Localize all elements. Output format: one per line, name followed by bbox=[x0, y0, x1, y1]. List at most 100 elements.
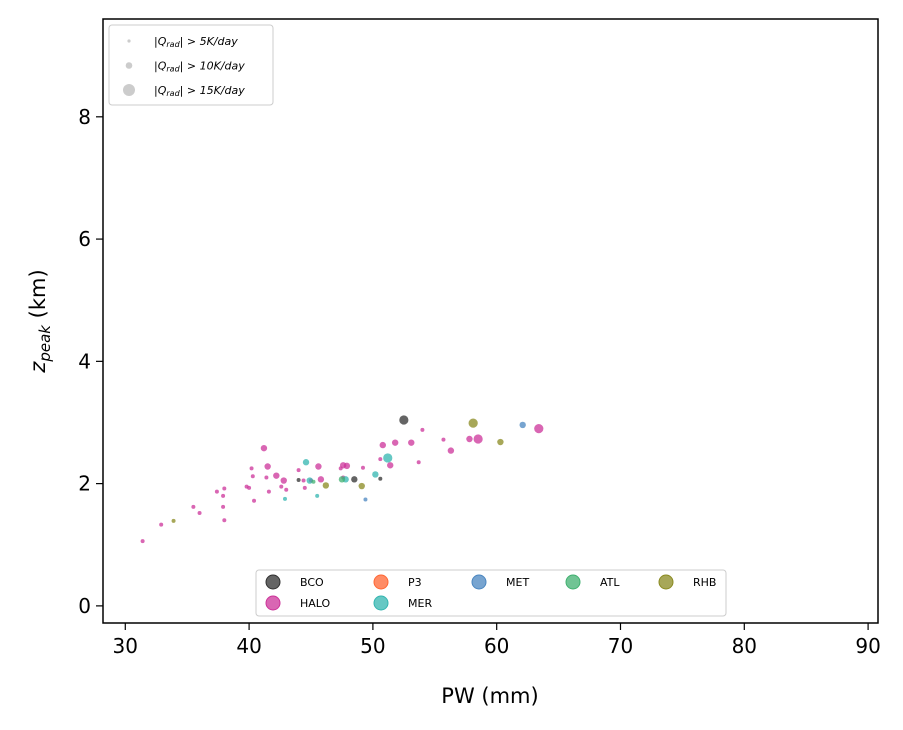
y-axis-ticks: 0 2 4 6 8 bbox=[78, 105, 103, 618]
data-point-halo bbox=[387, 462, 394, 469]
x-tick-label: 70 bbox=[608, 634, 633, 658]
data-point-met bbox=[363, 497, 368, 502]
data-point-halo bbox=[266, 489, 271, 494]
data-point-mer bbox=[302, 459, 310, 466]
data-point-halo bbox=[280, 477, 287, 484]
legend-label-atl: ATL bbox=[600, 576, 620, 589]
data-point-halo bbox=[317, 476, 325, 483]
legend-marker-rhb bbox=[658, 574, 674, 590]
data-point-rhb bbox=[497, 438, 504, 446]
data-point-bco bbox=[378, 476, 383, 481]
x-tick-label: 30 bbox=[113, 634, 138, 658]
size-legend-label: |Qrad| > 15K/day bbox=[154, 84, 245, 98]
data-point-halo bbox=[473, 434, 483, 444]
size-legend-label: |Qrad| > 5K/day bbox=[154, 35, 238, 49]
y-axis-label-main: z bbox=[26, 361, 50, 374]
data-point-halo bbox=[221, 504, 226, 509]
legend-label-halo: HALO bbox=[300, 597, 331, 610]
size-legend-marker bbox=[127, 39, 131, 43]
legend-label-met: MET bbox=[506, 576, 529, 589]
data-point-bco bbox=[351, 476, 358, 483]
legend-label-bco: BCO bbox=[300, 576, 324, 589]
data-point-halo bbox=[197, 510, 202, 515]
y-axis-label-sub: peak bbox=[36, 324, 54, 363]
data-point-mer bbox=[282, 496, 287, 501]
x-tick-label: 40 bbox=[236, 634, 261, 658]
x-tick-label: 50 bbox=[360, 634, 385, 658]
x-tick-label: 80 bbox=[732, 634, 757, 658]
data-point-halo bbox=[296, 468, 301, 473]
data-point-halo bbox=[360, 465, 365, 470]
data-point-halo bbox=[378, 457, 383, 462]
x-axis-label: PW (mm) bbox=[441, 684, 538, 708]
x-tick-label: 90 bbox=[855, 634, 880, 658]
data-point-halo bbox=[343, 462, 351, 470]
legend-label-mer: MER bbox=[408, 597, 432, 610]
data-point-halo bbox=[273, 472, 280, 479]
size-legend-marker bbox=[123, 84, 135, 96]
data-point-mer bbox=[306, 477, 313, 484]
legend-marker-halo bbox=[265, 595, 281, 611]
y-tick-label: 2 bbox=[78, 472, 91, 496]
platform-legend: BCO HALO P3 MER MET ATL RHB bbox=[255, 569, 727, 617]
data-point-halo bbox=[249, 466, 254, 471]
y-tick-label: 4 bbox=[78, 349, 91, 373]
data-point-halo bbox=[252, 498, 257, 503]
data-point-halo bbox=[279, 484, 284, 489]
data-point-halo bbox=[247, 485, 252, 490]
data-point-halo bbox=[301, 478, 306, 483]
data-point-halo bbox=[466, 435, 473, 443]
data-point-halo bbox=[315, 463, 322, 470]
data-point-mer bbox=[383, 453, 393, 463]
data-point-halo bbox=[260, 444, 268, 452]
data-point-halo bbox=[302, 485, 307, 490]
data-point-mer bbox=[372, 471, 379, 478]
data-point-halo bbox=[191, 504, 196, 509]
y-tick-label: 8 bbox=[78, 105, 91, 129]
legend-marker-met bbox=[471, 574, 487, 590]
data-point-halo bbox=[534, 423, 544, 434]
data-point-halo bbox=[420, 427, 425, 432]
data-point-bco bbox=[399, 415, 409, 425]
data-point-rhb bbox=[322, 482, 330, 489]
platform-legend-box bbox=[255, 569, 727, 617]
y-axis-label: zpeak (km) bbox=[26, 269, 54, 373]
legend-marker-mer bbox=[373, 595, 389, 611]
data-point-mer bbox=[315, 493, 320, 498]
data-point-halo bbox=[222, 518, 227, 523]
data-point-halo bbox=[140, 539, 145, 544]
data-point-bco bbox=[296, 477, 301, 482]
y-tick-label: 6 bbox=[78, 227, 91, 251]
data-point-halo bbox=[159, 522, 164, 527]
data-point-met bbox=[519, 421, 526, 429]
x-tick-label: 60 bbox=[484, 634, 509, 658]
data-point-halo bbox=[391, 439, 399, 446]
data-point-halo bbox=[284, 487, 289, 492]
data-point-halo bbox=[264, 463, 271, 470]
plot-frame bbox=[102, 18, 879, 624]
data-point-halo bbox=[447, 447, 455, 454]
size-legend-box bbox=[108, 24, 274, 106]
data-marks bbox=[140, 415, 544, 544]
data-point-rhb bbox=[468, 418, 478, 428]
data-point-rhb bbox=[171, 518, 176, 523]
data-point-halo bbox=[408, 439, 415, 446]
data-point-atl bbox=[338, 476, 346, 483]
data-point-halo bbox=[264, 475, 269, 480]
x-axis-ticks: 30 40 50 60 70 80 90 bbox=[113, 623, 881, 658]
data-point-atl bbox=[311, 479, 316, 484]
size-legend-label: |Qrad| > 10K/day bbox=[154, 60, 245, 74]
data-point-halo bbox=[214, 489, 219, 494]
size-legend: |Qrad| > 5K/day |Qrad| > 10K/day |Qrad| > … bbox=[108, 24, 274, 106]
data-point-halo bbox=[441, 437, 446, 442]
legend-label-rhb: RHB bbox=[693, 576, 716, 589]
legend-label-p3: P3 bbox=[408, 576, 422, 589]
data-point-rhb bbox=[358, 482, 365, 490]
data-point-halo bbox=[250, 474, 255, 479]
legend-marker-p3 bbox=[373, 574, 389, 590]
data-point-halo bbox=[221, 493, 226, 498]
y-tick-label: 0 bbox=[78, 594, 91, 618]
legend-marker-bco bbox=[265, 574, 281, 590]
